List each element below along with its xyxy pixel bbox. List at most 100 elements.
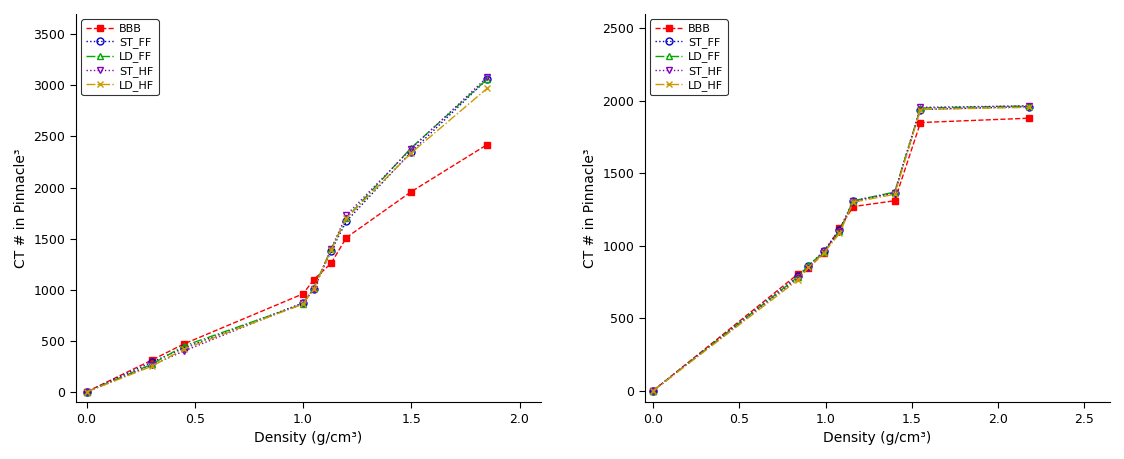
LD_HF	[297, 301, 310, 307]
ST_FF	[480, 77, 493, 82]
LD_FF	[1023, 103, 1036, 109]
LD_HF	[846, 200, 860, 205]
ST_HF	[480, 74, 493, 80]
ST_FF	[80, 389, 93, 395]
LD_HF	[646, 388, 660, 393]
LD_HF	[145, 364, 158, 369]
ST_FF	[339, 218, 353, 224]
LD_FF	[791, 274, 805, 280]
BBB	[325, 260, 338, 266]
LD_HF	[1023, 105, 1036, 110]
ST_HF	[801, 265, 815, 271]
BBB	[480, 142, 493, 147]
ST_HF	[791, 275, 805, 281]
ST_HF	[178, 348, 191, 354]
LD_FF	[325, 246, 338, 252]
LD_FF	[646, 388, 660, 393]
LD_HF	[405, 150, 418, 156]
BBB	[791, 271, 805, 277]
LD_FF	[817, 249, 831, 255]
LD_HF	[888, 191, 901, 197]
ST_HF	[80, 389, 93, 395]
ST_FF	[888, 190, 901, 196]
Line: LD_HF: LD_HF	[650, 104, 1033, 394]
LD_HF	[914, 107, 927, 112]
LD_FF	[80, 389, 93, 395]
LD_FF	[801, 263, 815, 268]
BBB	[178, 341, 191, 347]
LD_HF	[833, 230, 846, 236]
X-axis label: Density (g/cm³): Density (g/cm³)	[254, 431, 363, 445]
LD_FF	[888, 189, 901, 195]
LD_HF	[801, 265, 815, 270]
ST_FF	[801, 263, 815, 269]
LD_HF	[480, 86, 493, 91]
LD_FF	[480, 77, 493, 82]
ST_HF	[914, 105, 927, 110]
BBB	[307, 277, 320, 282]
LD_HF	[791, 277, 805, 282]
LD_FF	[297, 301, 310, 307]
LD_HF	[817, 250, 831, 256]
Line: LD_FF: LD_FF	[83, 76, 490, 395]
ST_FF	[817, 248, 831, 253]
ST_FF	[914, 107, 927, 112]
LD_HF	[80, 389, 93, 395]
ST_HF	[325, 246, 338, 252]
Line: LD_HF: LD_HF	[83, 85, 490, 395]
LD_HF	[325, 247, 338, 252]
ST_HF	[833, 229, 846, 235]
ST_HF	[846, 199, 860, 204]
Line: ST_HF: ST_HF	[650, 102, 1033, 394]
LD_FF	[145, 362, 158, 367]
ST_HF	[339, 213, 353, 218]
BBB	[846, 204, 860, 209]
Legend: BBB, ST_FF, LD_FF, ST_HF, LD_HF: BBB, ST_FF, LD_FF, ST_HF, LD_HF	[81, 19, 158, 95]
BBB	[339, 235, 353, 241]
LD_FF	[405, 145, 418, 151]
BBB	[914, 120, 927, 125]
ST_FF	[145, 359, 158, 365]
ST_FF	[405, 149, 418, 155]
BBB	[1023, 116, 1036, 121]
LD_FF	[846, 198, 860, 203]
ST_FF	[297, 300, 310, 306]
LD_HF	[339, 215, 353, 221]
ST_HF	[297, 300, 310, 306]
LD_FF	[307, 285, 320, 291]
LD_FF	[914, 105, 927, 111]
Legend: BBB, ST_FF, LD_FF, ST_HF, LD_HF: BBB, ST_FF, LD_FF, ST_HF, LD_HF	[651, 19, 727, 95]
ST_HF	[145, 363, 158, 368]
LD_FF	[833, 229, 846, 234]
BBB	[405, 189, 418, 195]
ST_HF	[817, 249, 831, 254]
ST_FF	[325, 248, 338, 254]
BBB	[297, 291, 310, 297]
ST_FF	[307, 286, 320, 291]
BBB	[801, 265, 815, 271]
LD_FF	[178, 343, 191, 349]
BBB	[888, 198, 901, 203]
BBB	[646, 388, 660, 393]
BBB	[833, 225, 846, 231]
ST_FF	[178, 345, 191, 351]
ST_FF	[1023, 104, 1036, 109]
ST_FF	[646, 388, 660, 393]
Line: ST_FF: ST_FF	[650, 103, 1033, 394]
ST_HF	[646, 388, 660, 393]
ST_FF	[846, 198, 860, 203]
ST_FF	[833, 227, 846, 233]
Line: ST_FF: ST_FF	[83, 76, 490, 395]
Y-axis label: CT # in Pinnacle³: CT # in Pinnacle³	[13, 148, 28, 268]
ST_HF	[307, 286, 320, 291]
Line: LD_FF: LD_FF	[650, 102, 1033, 394]
BBB	[817, 250, 831, 256]
Line: BBB: BBB	[650, 115, 1033, 394]
ST_HF	[888, 190, 901, 196]
Y-axis label: CT # in Pinnacle³: CT # in Pinnacle³	[583, 148, 597, 268]
ST_HF	[1023, 103, 1036, 109]
LD_HF	[307, 286, 320, 291]
BBB	[80, 389, 93, 395]
Line: ST_HF: ST_HF	[83, 74, 490, 395]
ST_FF	[791, 274, 805, 279]
